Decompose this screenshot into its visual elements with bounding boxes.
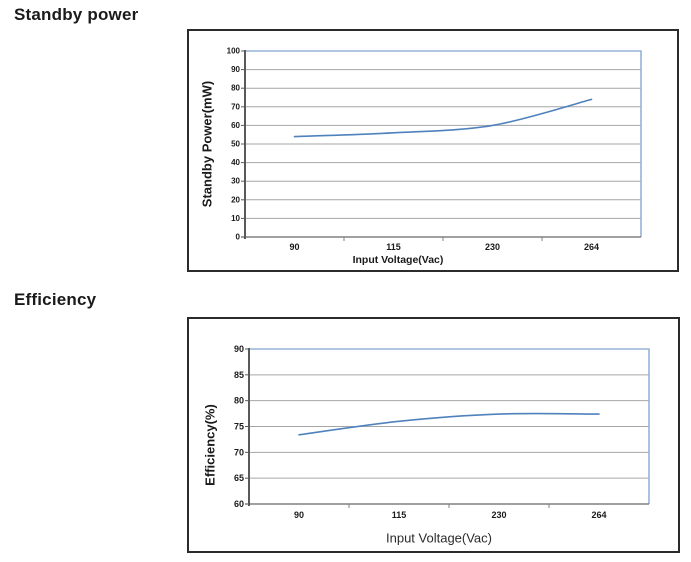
standby-power-chart: 0 10 20 30 40 50 60 70 80 90 100 90 115 230 264 Standb…: [200, 47, 642, 266]
svg-text:0: 0: [236, 233, 241, 242]
svg-text:70: 70: [234, 447, 244, 457]
svg-text:85: 85: [234, 370, 244, 380]
standby-power-chart-panel: 0 10 20 30 40 50 60 70 80 90 100 90 115 230 264 Standb…: [187, 29, 679, 272]
svg-text:264: 264: [591, 510, 606, 520]
chart-generated-layer: 60 65 70 75 80 85 90 90 115 230 264: [234, 344, 650, 520]
svg-text:40: 40: [231, 158, 240, 167]
svg-text:115: 115: [386, 242, 401, 252]
section-title-standby-power: Standby power: [14, 5, 139, 24]
svg-text:60: 60: [231, 121, 240, 130]
svg-text:65: 65: [234, 473, 244, 483]
svg-text:90: 90: [234, 344, 244, 354]
svg-text:20: 20: [231, 195, 240, 204]
svg-text:60: 60: [234, 499, 244, 509]
svg-text:115: 115: [392, 510, 407, 520]
svg-text:90: 90: [294, 510, 304, 520]
x-axis-title: Input Voltage(Vac): [353, 254, 444, 266]
svg-text:264: 264: [584, 242, 599, 252]
svg-text:230: 230: [491, 510, 506, 520]
svg-text:75: 75: [234, 422, 244, 432]
svg-text:100: 100: [227, 47, 241, 56]
svg-text:70: 70: [231, 102, 240, 111]
chart-generated-layer: 0 10 20 30 40 50 60 70 80 90 100 90 115 230 264: [227, 47, 642, 252]
efficiency-chart-panel: 60 65 70 75 80 85 90 90 115 230 264 Efficiency(%) …: [187, 317, 680, 553]
y-axis-title: Efficiency(%): [203, 404, 218, 486]
svg-text:80: 80: [234, 396, 244, 406]
svg-text:30: 30: [231, 177, 240, 186]
svg-text:230: 230: [485, 242, 500, 252]
svg-text:90: 90: [289, 242, 299, 252]
y-axis-title: Standby Power(mW): [200, 81, 215, 207]
svg-text:10: 10: [231, 214, 240, 223]
section-title-efficiency: Efficiency: [14, 290, 97, 309]
svg-text:50: 50: [231, 140, 240, 149]
x-axis-title: Input Voltage(Vac): [386, 531, 492, 546]
svg-text:90: 90: [231, 65, 240, 74]
svg-text:80: 80: [231, 84, 240, 93]
